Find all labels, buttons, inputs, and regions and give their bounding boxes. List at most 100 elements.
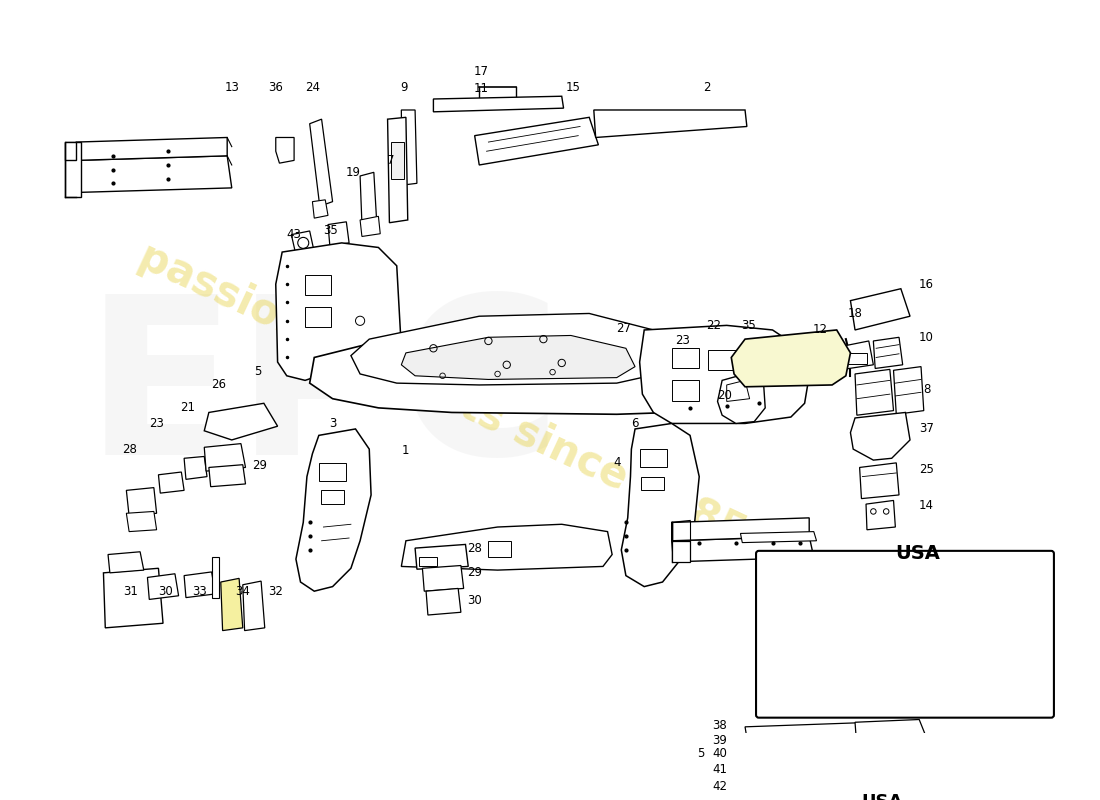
Text: 15: 15 <box>565 81 580 94</box>
Text: 35: 35 <box>741 319 756 332</box>
Text: 29: 29 <box>468 566 482 579</box>
Polygon shape <box>126 511 156 532</box>
Polygon shape <box>855 719 928 747</box>
Polygon shape <box>855 586 975 650</box>
FancyBboxPatch shape <box>756 551 1054 718</box>
Polygon shape <box>786 747 818 773</box>
Text: 1: 1 <box>403 445 409 458</box>
Polygon shape <box>859 463 899 498</box>
Text: 30: 30 <box>468 594 482 607</box>
Polygon shape <box>209 465 245 486</box>
Polygon shape <box>639 449 667 467</box>
Polygon shape <box>158 472 184 493</box>
Polygon shape <box>422 566 464 591</box>
Polygon shape <box>305 275 331 295</box>
Polygon shape <box>328 222 349 246</box>
Text: 35: 35 <box>323 225 338 238</box>
Text: 29: 29 <box>252 459 267 472</box>
Text: 36: 36 <box>268 81 283 94</box>
Polygon shape <box>594 110 747 138</box>
Polygon shape <box>296 429 371 591</box>
Polygon shape <box>672 518 810 541</box>
Polygon shape <box>387 118 408 222</box>
Polygon shape <box>392 142 404 178</box>
Polygon shape <box>243 581 265 630</box>
Polygon shape <box>221 578 243 630</box>
Polygon shape <box>708 350 736 370</box>
Text: 6: 6 <box>631 417 639 430</box>
Text: USA: USA <box>895 543 939 562</box>
Text: 28: 28 <box>122 442 136 456</box>
Text: 23: 23 <box>675 334 690 347</box>
Polygon shape <box>672 536 814 562</box>
Polygon shape <box>276 243 402 380</box>
Polygon shape <box>415 545 469 569</box>
Text: 8: 8 <box>923 383 931 396</box>
Polygon shape <box>305 307 331 327</box>
Polygon shape <box>433 96 563 112</box>
Polygon shape <box>76 156 232 193</box>
Text: 4: 4 <box>613 456 620 470</box>
Polygon shape <box>672 541 690 562</box>
Polygon shape <box>893 366 924 414</box>
Polygon shape <box>312 200 328 218</box>
Polygon shape <box>65 142 76 160</box>
Text: 5: 5 <box>697 747 705 760</box>
Polygon shape <box>276 138 294 163</box>
Text: 24: 24 <box>305 81 320 94</box>
Polygon shape <box>827 736 958 794</box>
Polygon shape <box>745 722 876 738</box>
Text: 19: 19 <box>345 166 361 179</box>
Polygon shape <box>844 353 867 364</box>
Text: 38: 38 <box>712 719 727 733</box>
Text: 25: 25 <box>920 462 934 476</box>
Text: 9: 9 <box>400 81 408 94</box>
Text: EPC: EPC <box>85 287 562 501</box>
Text: 11: 11 <box>474 82 488 95</box>
Text: 16: 16 <box>918 278 934 290</box>
Polygon shape <box>639 326 810 423</box>
Text: 13: 13 <box>224 81 239 94</box>
Polygon shape <box>717 374 766 423</box>
Polygon shape <box>205 403 277 440</box>
Polygon shape <box>65 142 80 197</box>
Polygon shape <box>310 119 332 206</box>
Text: passion for parts since 1985: passion for parts since 1985 <box>132 234 752 554</box>
Text: 32: 32 <box>268 585 283 598</box>
Text: 7: 7 <box>387 154 395 167</box>
Text: 42: 42 <box>712 780 727 793</box>
Text: 21: 21 <box>180 402 196 414</box>
Polygon shape <box>108 552 144 573</box>
Polygon shape <box>205 444 245 471</box>
Polygon shape <box>402 110 417 185</box>
Text: 26: 26 <box>211 378 227 391</box>
Polygon shape <box>744 751 778 766</box>
Polygon shape <box>211 558 219 598</box>
Text: 28: 28 <box>468 542 482 554</box>
Polygon shape <box>740 741 785 774</box>
Polygon shape <box>832 747 850 758</box>
Text: 34: 34 <box>235 585 250 598</box>
Text: 31: 31 <box>123 585 139 598</box>
Text: 43: 43 <box>287 228 301 241</box>
Polygon shape <box>184 572 216 598</box>
Polygon shape <box>321 490 343 504</box>
Polygon shape <box>351 314 672 385</box>
Text: 23: 23 <box>150 417 164 430</box>
Polygon shape <box>147 574 178 599</box>
Text: 37: 37 <box>920 422 934 435</box>
Text: 18: 18 <box>848 307 862 320</box>
Text: 12: 12 <box>813 323 827 337</box>
Text: 41: 41 <box>712 763 727 777</box>
Polygon shape <box>310 326 727 414</box>
Polygon shape <box>76 138 228 160</box>
Text: 33: 33 <box>192 585 207 598</box>
Polygon shape <box>402 524 612 570</box>
Polygon shape <box>360 172 376 224</box>
Text: 10: 10 <box>920 330 934 344</box>
Text: 22: 22 <box>706 319 722 332</box>
Text: 27: 27 <box>617 322 631 334</box>
Polygon shape <box>319 463 346 481</box>
Text: 30: 30 <box>158 585 173 598</box>
Text: 3: 3 <box>329 417 337 430</box>
